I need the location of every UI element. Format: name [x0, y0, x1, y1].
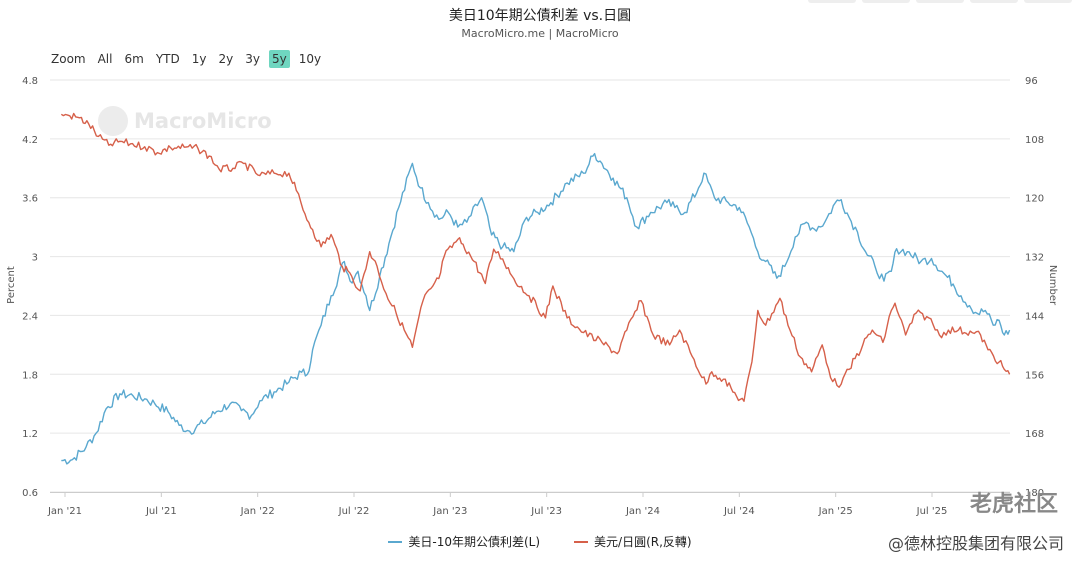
toolbar-button[interactable]	[862, 0, 910, 3]
toolbar-button[interactable]	[808, 0, 856, 3]
right-tick-label: 108	[1025, 135, 1044, 146]
range-button-10y[interactable]: 10y	[298, 52, 322, 66]
x-tick-label: Jan '22	[240, 506, 275, 517]
right-tick-label: 180	[1025, 488, 1044, 499]
range-button-3y[interactable]: 3y	[245, 52, 260, 66]
right-tick-label: 132	[1025, 253, 1044, 264]
range-button-6m[interactable]: 6m	[124, 52, 144, 66]
right-tick-label: 156	[1025, 370, 1044, 381]
x-tick-label: Jan '21	[47, 506, 82, 517]
x-tick-label: Jan '25	[818, 506, 853, 517]
legend: 美日-10年期公債利差(L) 美元/日圓(R,反轉)	[0, 533, 1080, 550]
left-tick-label: 3.6	[22, 194, 38, 205]
zoom-label: Zoom	[51, 52, 86, 66]
right-tick-label: 168	[1025, 429, 1044, 440]
right-tick-label: 96	[1025, 76, 1038, 87]
legend-swatch-icon	[574, 540, 589, 543]
x-tick-label: Jan '24	[625, 506, 660, 517]
series-line-0	[61, 152, 1011, 465]
range-button-5y[interactable]: 5y	[268, 50, 290, 68]
toolbar-button[interactable]	[916, 0, 964, 3]
left-tick-label: 3	[32, 253, 38, 264]
toolbar-buttons[interactable]	[808, 0, 1072, 3]
left-axis-ticks: 4.8 4.2 3.6 3 2.4 1.8 1.2 0.6 Percent	[6, 76, 38, 499]
left-axis-title: Percent	[6, 266, 17, 304]
left-tick-label: 2.4	[22, 311, 38, 322]
watermark: MacroMicro	[98, 106, 272, 136]
legend-item-usdjpy[interactable]: 美元/日圓(R,反轉)	[574, 533, 692, 550]
right-axis-title: Number	[1047, 265, 1058, 306]
left-tick-label: 4.2	[22, 135, 38, 146]
watermark-text: MacroMicro	[134, 109, 272, 133]
brand-credit: @德林控股集团有限公司	[887, 534, 1064, 553]
grid-lines	[50, 79, 1010, 493]
range-button-2y[interactable]: 2y	[218, 52, 234, 66]
watermark-logo-icon	[98, 106, 128, 136]
range-selector: Zoom All 6m YTD 1y 2y 3y 5y 10y	[48, 50, 324, 68]
x-tick-label: Jul '23	[530, 506, 562, 517]
x-tick-label: Jul '21	[145, 506, 177, 517]
right-tick-label: 120	[1025, 194, 1044, 205]
toolbar-button[interactable]	[970, 0, 1018, 3]
range-button-all[interactable]: All	[97, 52, 113, 66]
range-button-ytd[interactable]: YTD	[155, 52, 180, 66]
x-tick-label: Jul '25	[916, 506, 948, 517]
x-tick-label: Jan '23	[432, 506, 467, 517]
brand-watermark: 老虎社区	[969, 492, 1058, 517]
left-tick-label: 1.8	[22, 370, 38, 381]
legend-swatch-icon	[388, 540, 403, 543]
right-axis-ticks: 96 108 120 132 144 156 168 180 Number	[1025, 76, 1058, 499]
range-button-1y[interactable]: 1y	[191, 52, 207, 66]
x-tick-label: Jul '24	[723, 506, 755, 517]
legend-label: 美元/日圓(R,反轉)	[594, 535, 692, 549]
legend-item-spread[interactable]: 美日-10年期公債利差(L)	[388, 533, 540, 550]
left-tick-label: 4.8	[22, 76, 38, 87]
left-tick-label: 1.2	[22, 429, 38, 440]
chart-subtitle: MacroMicro.me | MacroMicro	[461, 27, 619, 40]
chart-title: 美日10年期公債利差 vs.日圓	[448, 8, 632, 24]
legend-label: 美日-10年期公債利差(L)	[408, 535, 541, 549]
left-tick-label: 0.6	[22, 488, 38, 499]
x-tick-label: Jul '22	[338, 506, 370, 517]
x-axis-ticks: Jan '21 Jul '21 Jan '22 Jul '22 Jan '23 Jul '…	[47, 492, 1010, 517]
series-lines	[60, 112, 1011, 465]
right-tick-label: 144	[1025, 311, 1044, 322]
toolbar-button[interactable]	[1024, 0, 1072, 3]
series-line-1	[60, 112, 1011, 402]
